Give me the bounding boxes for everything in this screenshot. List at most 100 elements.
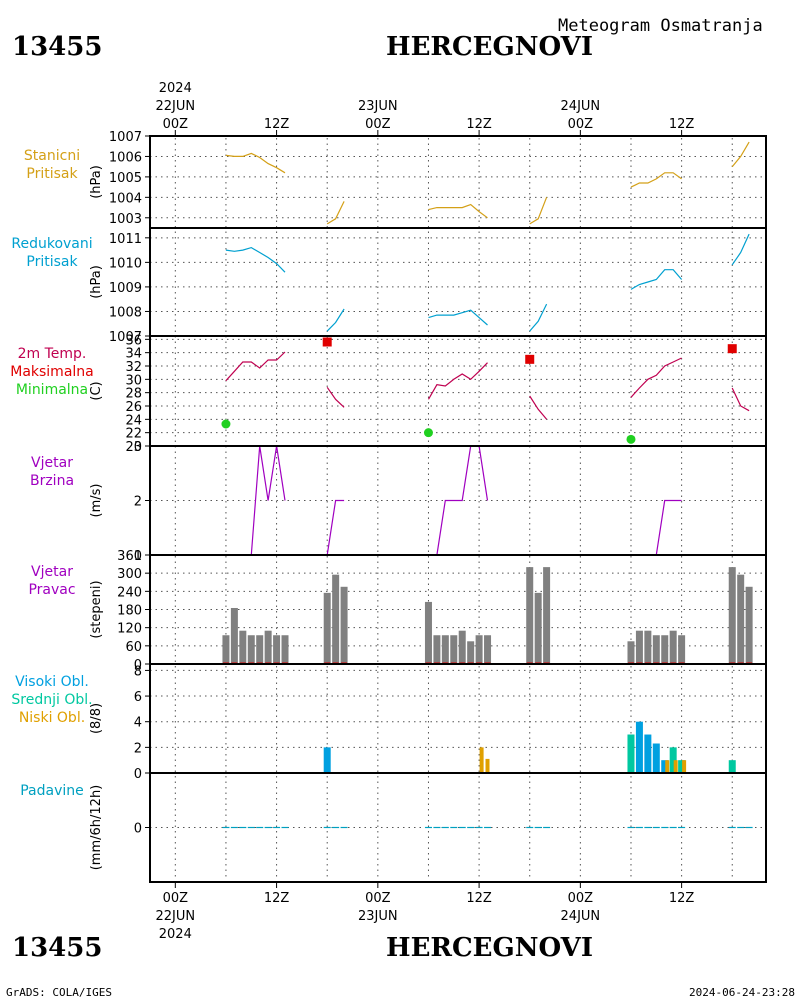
wind-direction-bar	[230, 607, 238, 664]
min-temp-marker	[423, 428, 433, 438]
stanicni-line-segment	[428, 203, 488, 219]
clouds-label: Srednji Obl.	[11, 692, 92, 708]
wind-direction-bar	[635, 630, 643, 664]
high-cloud-bar	[661, 760, 669, 773]
time-label-bottom: 00Z	[568, 891, 594, 906]
low-cloud-bar	[485, 758, 490, 773]
temp-label: Maksimalna	[10, 364, 94, 380]
redukovani-frame	[149, 227, 767, 337]
wind-direction-bar	[644, 630, 652, 664]
stanicni-line-segment	[630, 172, 682, 188]
wind_speed-ylabel: (m/s)	[89, 484, 104, 518]
min-temp-marker	[626, 434, 636, 444]
wind-direction-bar	[222, 635, 230, 664]
footer-timestamp: 2024-06-24-23:28	[689, 986, 795, 999]
low-cloud-bar	[673, 760, 678, 773]
temp-ytick-label: 20	[125, 440, 142, 455]
temp-ytick-label: 26	[125, 400, 142, 415]
precip-ylabel: (mm/6h/12h)	[89, 785, 104, 871]
wind-direction-bar	[745, 586, 753, 664]
max-temp-marker	[322, 337, 332, 347]
wind-direction-bar	[450, 635, 458, 664]
time-label-top: 00Z	[568, 117, 594, 132]
date-label-top: 22JUN	[156, 99, 196, 114]
low-cloud-bar	[665, 760, 670, 773]
stanicni-ytick-label: 1006	[109, 150, 142, 165]
date-label-top: 23JUN	[358, 99, 398, 114]
high-cloud-bar	[635, 721, 643, 773]
min-temp-marker	[221, 419, 231, 429]
low-cloud-bar	[479, 747, 484, 773]
low-cloud-bar	[682, 760, 687, 773]
wind-direction-bar	[340, 586, 348, 664]
wind-direction-bar	[256, 635, 264, 664]
precip-label: Padavine	[20, 783, 84, 799]
wind-direction-bar	[424, 601, 432, 664]
date-label-bottom: 22JUN	[156, 909, 196, 924]
wind-direction-bar	[661, 635, 669, 664]
wind-direction-bar	[281, 635, 289, 664]
stanicni-line-segment	[731, 141, 750, 168]
date-label-bottom: 23JUN	[358, 909, 398, 924]
redukovani-ytick-label: 1009	[109, 281, 142, 296]
temp-line-segment	[731, 387, 750, 412]
time-label-top: 12Z	[466, 117, 492, 132]
temp-ylabel: (C)	[89, 381, 104, 400]
stanicni-frame	[149, 135, 767, 229]
stanicni-label: Stanicni	[24, 148, 80, 164]
redukovani-line-segment	[326, 308, 345, 332]
time-label-bottom: 12Z	[264, 891, 290, 906]
high-cloud-bar	[652, 743, 660, 773]
precip-ytick-label: 0	[134, 822, 142, 837]
mid-cloud-bar	[627, 734, 635, 773]
clouds-ytick-label: 0	[134, 767, 142, 782]
stanicni-ytick-label: 1005	[109, 171, 142, 186]
temp-label: Minimalna	[16, 382, 88, 398]
clouds-label: Niski Obl.	[19, 710, 85, 726]
wind-direction-bar	[332, 574, 340, 664]
wind-direction-bar	[475, 635, 483, 664]
redukovani-ytick-label: 1010	[109, 256, 142, 271]
stanicni-line-segment	[529, 197, 548, 225]
axes-layer: 10031004100510061007(hPa)StanicniPritisa…	[10, 81, 767, 942]
precip-frame	[149, 772, 767, 883]
stanicni-line-segment	[225, 152, 286, 174]
redukovani-line-segment	[225, 246, 286, 273]
wind_speed-ytick-label: 3	[134, 440, 142, 455]
high-cloud-bar	[323, 747, 331, 773]
stanicni-ytick-label: 1007	[109, 130, 142, 145]
time-label-bottom: 00Z	[365, 891, 391, 906]
temp-ytick-label: 30	[125, 373, 142, 388]
clouds-ytick-label: 6	[134, 690, 142, 705]
max-temp-marker	[525, 354, 535, 364]
year-label-top: 2024	[159, 81, 192, 96]
redukovani-ytick-label: 1008	[109, 305, 142, 320]
wind_speed-label: Vjetar	[31, 455, 73, 471]
wind_dir-label: Pravac	[28, 582, 75, 598]
wind-direction-bar	[652, 635, 660, 664]
max-temp-marker	[727, 344, 737, 354]
station-id-bottom: 13455	[12, 933, 102, 963]
time-label-top: 12Z	[669, 117, 695, 132]
redukovani-line-segment	[529, 303, 548, 332]
temp-ytick-label: 34	[125, 347, 142, 362]
product-title: Meteogram Osmatranja	[558, 16, 763, 36]
station-name-top: HERCEGNOVI	[386, 32, 593, 62]
temp-label: 2m Temp.	[18, 346, 87, 362]
temp-line-segment	[225, 351, 286, 382]
wind_speed-line-segment	[225, 445, 286, 556]
mid-cloud-bar	[669, 747, 677, 773]
redukovani-ylabel: (hPa)	[89, 265, 104, 299]
wind-direction-bar	[484, 635, 492, 664]
time-label-top: 00Z	[163, 117, 189, 132]
time-label-bottom: 12Z	[466, 891, 492, 906]
time-label-top: 00Z	[365, 117, 391, 132]
wind-direction-bar	[264, 630, 272, 664]
redukovani-label: Pritisak	[26, 254, 78, 270]
time-label-bottom: 12Z	[669, 891, 695, 906]
wind-direction-bar	[669, 630, 677, 664]
wind-direction-bar	[627, 641, 635, 664]
date-label-bottom: 24JUN	[561, 909, 601, 924]
data-layer	[221, 141, 753, 829]
